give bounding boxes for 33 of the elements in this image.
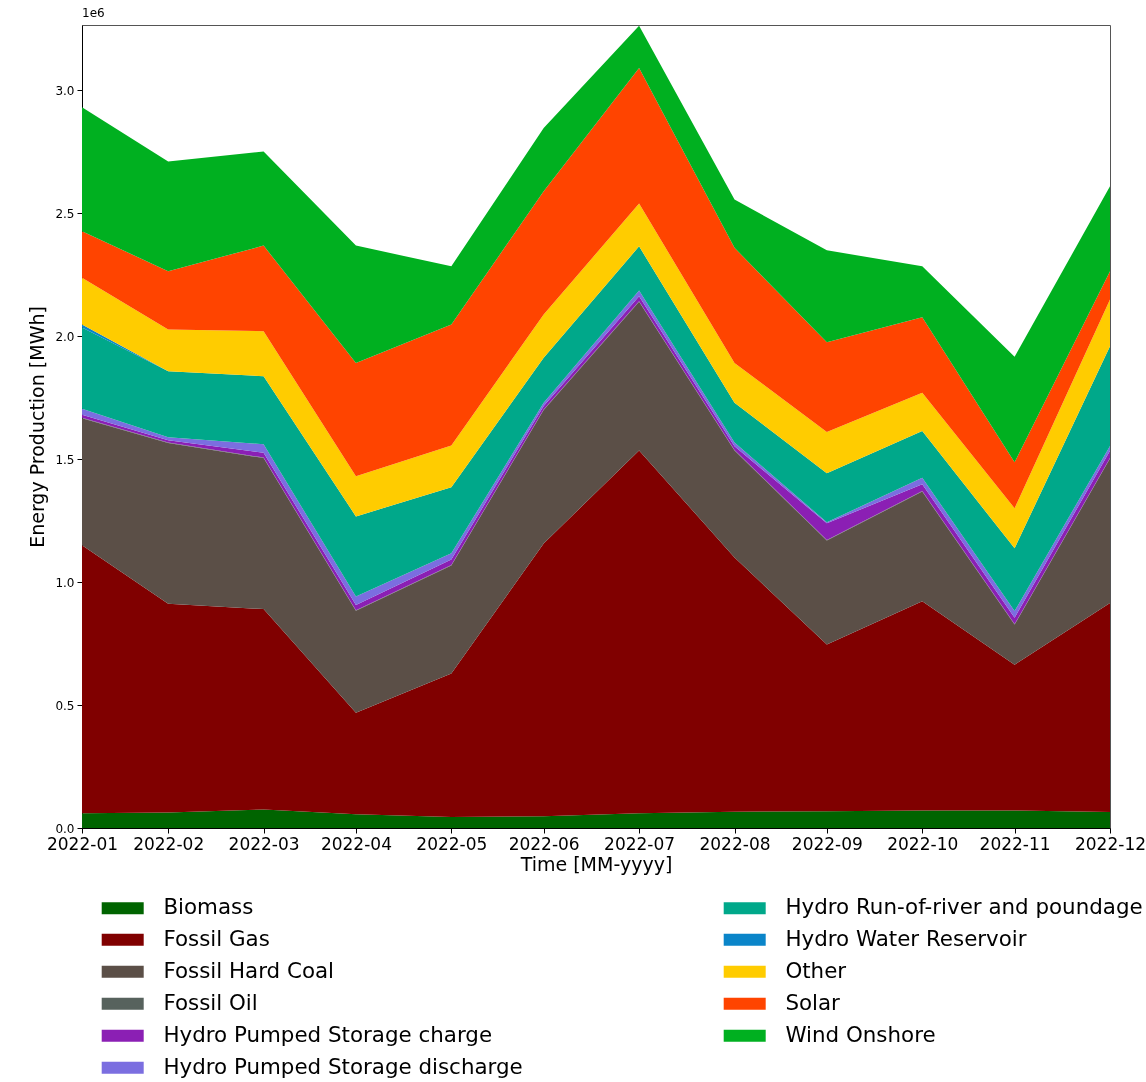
- legend-label: Fossil Oil: [163, 989, 258, 1015]
- y-tick-label: 1.0: [55, 575, 75, 590]
- x-tick-label: 2022-05: [416, 833, 488, 854]
- legend-label: Solar: [785, 989, 841, 1015]
- x-tick-label: 2022-07: [604, 833, 676, 854]
- legend-label: Hydro Run-of-river and poundage: [785, 894, 1143, 920]
- legend-label: Hydro Pumped Storage charge: [163, 1021, 493, 1047]
- x-tick-label: 2022-10: [887, 833, 959, 854]
- legend-label: Fossil Gas: [163, 925, 270, 951]
- x-tick-label: 2022-06: [508, 833, 580, 854]
- y-tick-label: 2.5: [55, 206, 75, 221]
- y-tick-label: 3.0: [55, 83, 75, 98]
- legend-label: Hydro Water Reservoir: [785, 925, 1027, 951]
- x-tick-label: 2022-12: [1074, 833, 1146, 854]
- x-tick-label: 2022-04: [320, 833, 392, 854]
- legend-label: Other: [785, 957, 847, 983]
- y-tick-label: 0.5: [55, 698, 75, 713]
- x-axis-title: Time [MM-yyyy]: [519, 852, 673, 875]
- legend-label: Hydro Pumped Storage discharge: [163, 1053, 523, 1079]
- y-tick-label: 0.0: [55, 821, 75, 836]
- x-tick-label: 2022-11: [979, 833, 1051, 854]
- text: 1e6: [82, 6, 105, 20]
- x-tick-label: 2022-09: [791, 833, 863, 854]
- x-tick-label: 2022-08: [699, 833, 771, 854]
- legend-label: Biomass: [163, 894, 254, 920]
- legend-label: Fossil Hard Coal: [163, 957, 335, 983]
- x-tick-label: 2022-01: [46, 833, 119, 854]
- y-axis-title: Energy Production [MWh]: [26, 306, 49, 548]
- y-tick-label: 2.0: [55, 329, 75, 344]
- y-tick-label: 1.5: [55, 452, 75, 467]
- x-tick-label: 2022-03: [228, 833, 300, 854]
- legend-label: Wind Onshore: [785, 1021, 936, 1047]
- x-tick-label: 2022-02: [133, 833, 205, 854]
